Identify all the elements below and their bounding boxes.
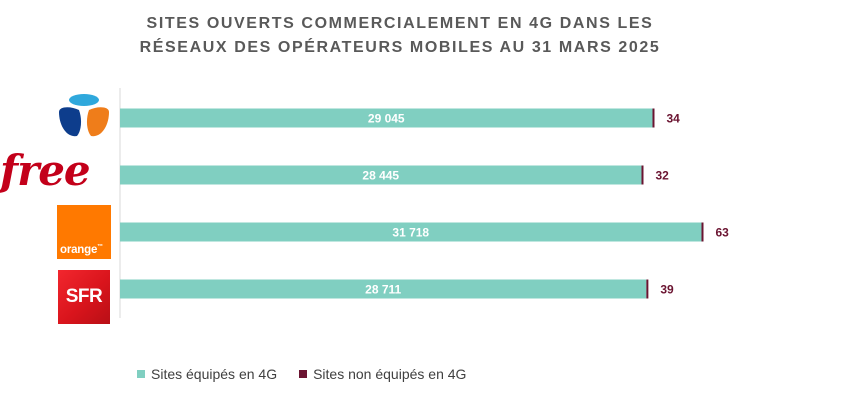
- data-label-not-equipped-1: 32: [655, 169, 669, 183]
- data-label-equipped-2: 31 718: [392, 226, 429, 240]
- chart-title-line-1: SITES OUVERTS COMMERCIALEMENT EN 4G DANS…: [146, 15, 654, 32]
- bar-not-equipped-1: [641, 165, 644, 185]
- bar-equipped-1: [120, 165, 642, 185]
- legend-swatch-not-equipped: [299, 370, 308, 378]
- data-label-equipped-1: 28 445: [362, 169, 399, 183]
- legend-label-not-equipped: Sites non équipés en 4G: [313, 366, 467, 382]
- sfr-logo-text: SFR: [65, 286, 103, 307]
- legend-label-equipped: Sites équipés en 4G: [151, 366, 278, 382]
- bar-not-equipped-2: [701, 222, 704, 242]
- legend-item-equipped: Sites équipés en 4G: [137, 366, 277, 382]
- sfr-logo: SFR: [58, 270, 110, 324]
- data-label-not-equipped-2: 63: [715, 226, 729, 240]
- free-logo: free: [0, 146, 91, 195]
- bar-equipped-3: [120, 279, 647, 299]
- bar-equipped-2: [120, 222, 702, 242]
- chart-title: SITES OUVERTS COMMERCIALEMENT EN 4G DANS…: [0, 12, 800, 60]
- bar-equipped-0: [120, 108, 653, 128]
- orange-logo-tm: ™: [97, 244, 103, 250]
- orange-logo-text: orange™: [60, 244, 103, 256]
- chart-title-line-2: RÉSEAUX DES OPÉRATEURS MOBILES AU 31 MAR…: [139, 39, 661, 56]
- orange-logo-word: orange: [60, 244, 98, 256]
- bar-not-equipped-3: [646, 279, 649, 299]
- legend-swatch-equipped: [137, 370, 145, 378]
- orange-logo: orange™: [57, 205, 111, 259]
- legend-item-not-equipped: Sites non équipés en 4G: [299, 366, 466, 382]
- data-label-not-equipped-0: 34: [666, 112, 680, 126]
- data-label-equipped-0: 29 045: [368, 112, 405, 126]
- chart-legend: Sites équipés en 4G Sites non équipés en…: [137, 366, 466, 382]
- data-label-not-equipped-3: 39: [660, 283, 674, 297]
- bar-not-equipped-0: [652, 108, 655, 128]
- bouygues-telecom-logo-icon: [59, 94, 109, 137]
- data-label-equipped-3: 28 711: [365, 283, 401, 297]
